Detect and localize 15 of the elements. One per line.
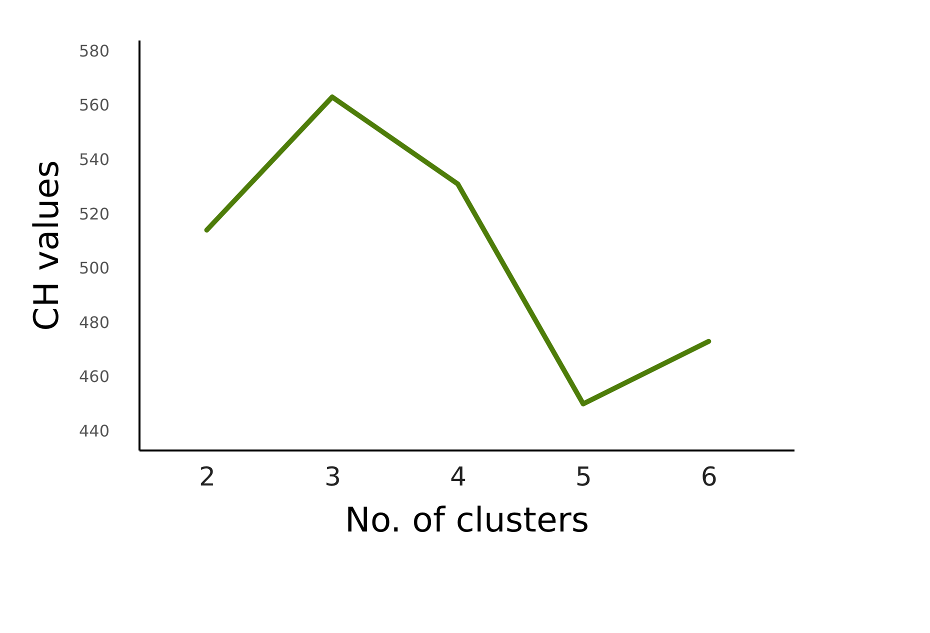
x-tick-label: 6 <box>700 462 718 492</box>
y-tick-label: 460 <box>78 367 110 386</box>
y-tick-label: 580 <box>78 41 110 60</box>
y-tick-label: 540 <box>78 150 110 169</box>
y-axis-title: CH values <box>26 160 67 331</box>
y-tick-label: 480 <box>78 312 110 332</box>
y-tick-label: 520 <box>78 204 110 224</box>
y-tick-label: 440 <box>78 421 110 440</box>
x-tick-label: 5 <box>575 462 592 492</box>
y-tick-label: 500 <box>78 258 110 278</box>
y-tick-label: 560 <box>78 96 110 115</box>
x-tick-label: 2 <box>198 462 216 492</box>
x-tick-label: 4 <box>450 462 466 492</box>
x-axis-title: No. of clusters <box>344 500 590 540</box>
x-tick-label: 3 <box>324 462 342 492</box>
